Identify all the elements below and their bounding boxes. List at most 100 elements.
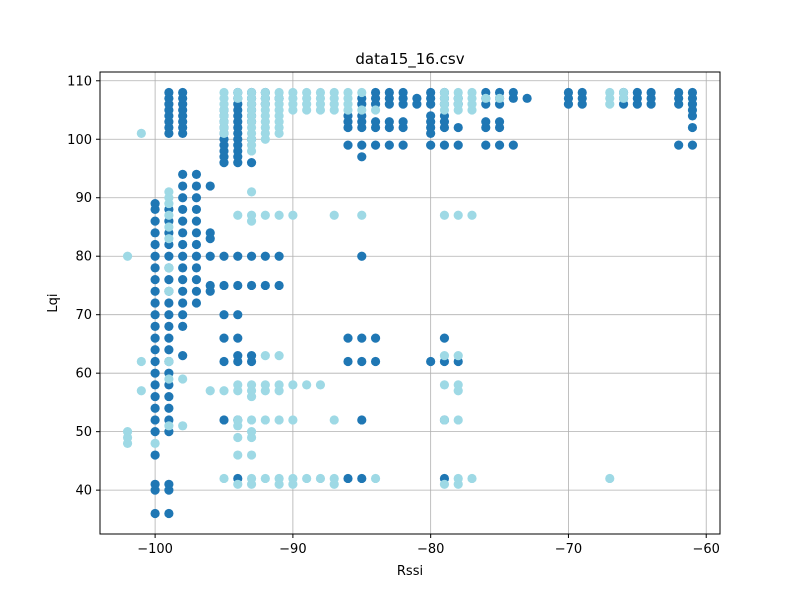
scatter-point <box>288 473 298 484</box>
scatter-point <box>370 333 381 343</box>
scatter-point <box>191 239 202 250</box>
scatter-point <box>122 427 133 437</box>
scatter-point <box>426 87 436 98</box>
scatter-point <box>274 280 284 291</box>
scatter-point <box>178 374 188 384</box>
scatter-point <box>426 356 436 367</box>
scatter-point <box>467 210 477 220</box>
scatter-point <box>343 140 353 150</box>
scatter-point <box>274 415 284 425</box>
scatter-point <box>164 298 174 308</box>
scatter-point <box>315 87 326 98</box>
x-tick-label: −100 <box>137 542 173 557</box>
scatter-point <box>178 321 188 331</box>
scatter-point <box>205 286 215 296</box>
scatter-point <box>260 473 270 484</box>
scatter-point <box>246 251 257 261</box>
scatter-point <box>274 210 284 220</box>
scatter-point <box>219 310 229 320</box>
x-axis-label: Rssi <box>397 564 423 579</box>
scatter-point <box>246 380 257 390</box>
scatter-point <box>481 140 491 150</box>
chart-title: data15_16.csv <box>355 50 464 69</box>
scatter-point <box>219 356 229 367</box>
scatter-point <box>357 152 367 162</box>
scatter-point <box>274 251 284 261</box>
scatter-point <box>178 286 188 296</box>
scatter-point <box>191 181 202 191</box>
scatter-point <box>164 234 174 244</box>
scatter-point <box>260 251 270 261</box>
scatter-point <box>246 158 257 168</box>
scatter-point <box>439 479 450 489</box>
scatter-point <box>494 117 505 127</box>
scatter-point <box>246 87 257 98</box>
scatter-point <box>164 210 174 220</box>
scatter-point <box>439 351 450 361</box>
scatter-point <box>343 473 353 484</box>
scatter-point <box>508 87 518 98</box>
scatter-point <box>219 87 229 98</box>
scatter-point <box>191 263 202 273</box>
scatter-point <box>150 450 160 460</box>
scatter-point <box>164 345 174 355</box>
scatter-point <box>246 415 257 425</box>
scatter-point <box>453 140 463 150</box>
scatter-point <box>150 345 160 355</box>
scatter-point <box>219 415 229 425</box>
scatter-point <box>219 473 229 484</box>
scatter-point <box>150 403 160 413</box>
scatter-point <box>453 415 463 425</box>
scatter-point <box>632 87 642 98</box>
scatter-point <box>384 87 394 98</box>
plot-area-frame <box>99 71 721 535</box>
scatter-point <box>136 356 146 367</box>
scatter-point <box>288 380 298 390</box>
x-axis-ticks: −100 −90 −80 −70 −60 <box>137 534 720 557</box>
scatter-point <box>246 280 257 291</box>
scatter-point <box>164 391 174 402</box>
y-tick-label: 50 <box>75 425 92 440</box>
scatter-point <box>233 333 243 343</box>
scatter-point <box>150 216 160 226</box>
scatter-point <box>164 187 174 197</box>
scatter-point <box>260 210 270 220</box>
scatter-point <box>150 333 160 343</box>
scatter-point <box>246 210 257 220</box>
y-axis-label: Lqi <box>46 293 61 312</box>
scatter-point <box>246 427 257 437</box>
scatter-point <box>191 228 202 238</box>
scatter-point <box>439 415 450 425</box>
scatter-point <box>508 140 518 150</box>
scatter-point <box>178 310 188 320</box>
scatter-point <box>357 210 367 220</box>
scatter-point <box>357 356 367 367</box>
scatter-point <box>136 128 146 139</box>
scatter-point <box>357 333 367 343</box>
scatter-point <box>605 87 615 98</box>
scatter-point <box>329 87 339 98</box>
scatter-point <box>370 140 381 150</box>
scatter-point <box>150 298 160 308</box>
scatter-point <box>164 222 174 232</box>
scatter-point <box>150 198 160 209</box>
scatter-point <box>563 87 574 98</box>
scatter-point <box>219 251 229 261</box>
scatter-point <box>233 280 243 291</box>
scatter-point <box>453 87 463 98</box>
scatter-point <box>370 473 381 484</box>
scatter-point <box>274 351 284 361</box>
scatter-point <box>398 117 408 127</box>
scatter-point <box>178 181 188 191</box>
y-tick-label: 80 <box>75 250 92 265</box>
scatter-point <box>178 275 188 285</box>
scatter-point <box>233 351 243 361</box>
scatter-point <box>246 351 257 361</box>
scatter-point <box>329 210 339 220</box>
scatter-point <box>164 508 174 519</box>
scatter-point <box>150 391 160 402</box>
scatter-point <box>605 473 615 484</box>
scatter-point <box>274 473 284 484</box>
scatter-point <box>191 204 202 215</box>
scatter-point <box>453 351 463 361</box>
